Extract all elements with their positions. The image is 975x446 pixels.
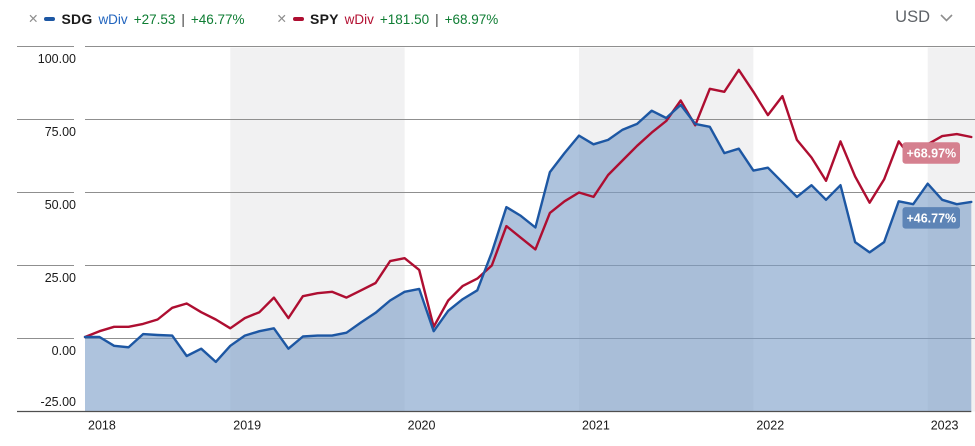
spy-separator: | — [435, 11, 439, 27]
spy-change-value: +181.50 — [379, 11, 430, 27]
sdg-mode-label[interactable]: wDiv — [98, 11, 128, 27]
spy-color-swatch — [293, 17, 305, 21]
x-axis-label-2020: 2020 — [408, 419, 436, 433]
sdg-separator: | — [181, 11, 185, 27]
y-axis-label: 0.00 — [52, 344, 76, 358]
remove-series-sdg-icon[interactable]: ✕ — [28, 11, 39, 26]
x-axis-label-2023: 2023 — [931, 419, 959, 433]
y-axis-label: 50.00 — [45, 198, 76, 212]
y-axis-label: -25.00 — [41, 395, 76, 409]
currency-selector[interactable]: USD — [895, 8, 953, 27]
x-axis-label-2019: 2019 — [233, 419, 261, 433]
chevron-down-icon — [940, 13, 953, 22]
x-axis-label-2022: 2022 — [756, 419, 784, 433]
spy-change-percent: +68.97% — [444, 11, 499, 27]
sdg-area-fill — [85, 104, 972, 412]
sdg-change-value: +27.53 — [133, 11, 176, 27]
x-axis-labels: 2018 2019 2020 2021 2022 2023 — [88, 419, 959, 433]
chart-header: ✕ SDG wDiv +27.53 | +46.77% ✕ SPY wDiv +… — [0, 0, 975, 38]
currency-label: USD — [895, 8, 930, 26]
y-axis-labels: 100.00 75.00 50.00 25.00 0.00 -25.00 — [38, 52, 76, 409]
spy-mode-label[interactable]: wDiv — [344, 11, 374, 27]
y-axis-label: 75.00 — [45, 125, 76, 139]
legend-item-spy: ✕ SPY wDiv +181.50 | +68.97% — [277, 11, 505, 27]
svg-text:+46.77%: +46.77% — [906, 211, 956, 225]
x-axis-label-2021: 2021 — [582, 419, 610, 433]
sdg-color-swatch — [44, 17, 56, 21]
x-axis-label-2018: 2018 — [88, 419, 116, 433]
sdg-last-value-badge: +46.77% — [902, 207, 960, 229]
sdg-symbol-label[interactable]: SDG — [61, 11, 93, 27]
legend-item-sdg: ✕ SDG wDiv +27.53 | +46.77% — [28, 11, 251, 27]
spy-line — [83, 68, 973, 339]
y-axis-label: 25.00 — [45, 271, 76, 285]
svg-text:+68.97%: +68.97% — [906, 147, 956, 161]
remove-series-spy-icon[interactable]: ✕ — [276, 11, 288, 26]
sdg-line — [83, 103, 973, 364]
spy-symbol-label[interactable]: SPY — [310, 11, 339, 27]
sdg-change-percent: +46.77% — [190, 11, 245, 27]
y-axis-label: 100.00 — [38, 52, 76, 66]
spy-last-value-badge: +68.97% — [902, 142, 960, 164]
